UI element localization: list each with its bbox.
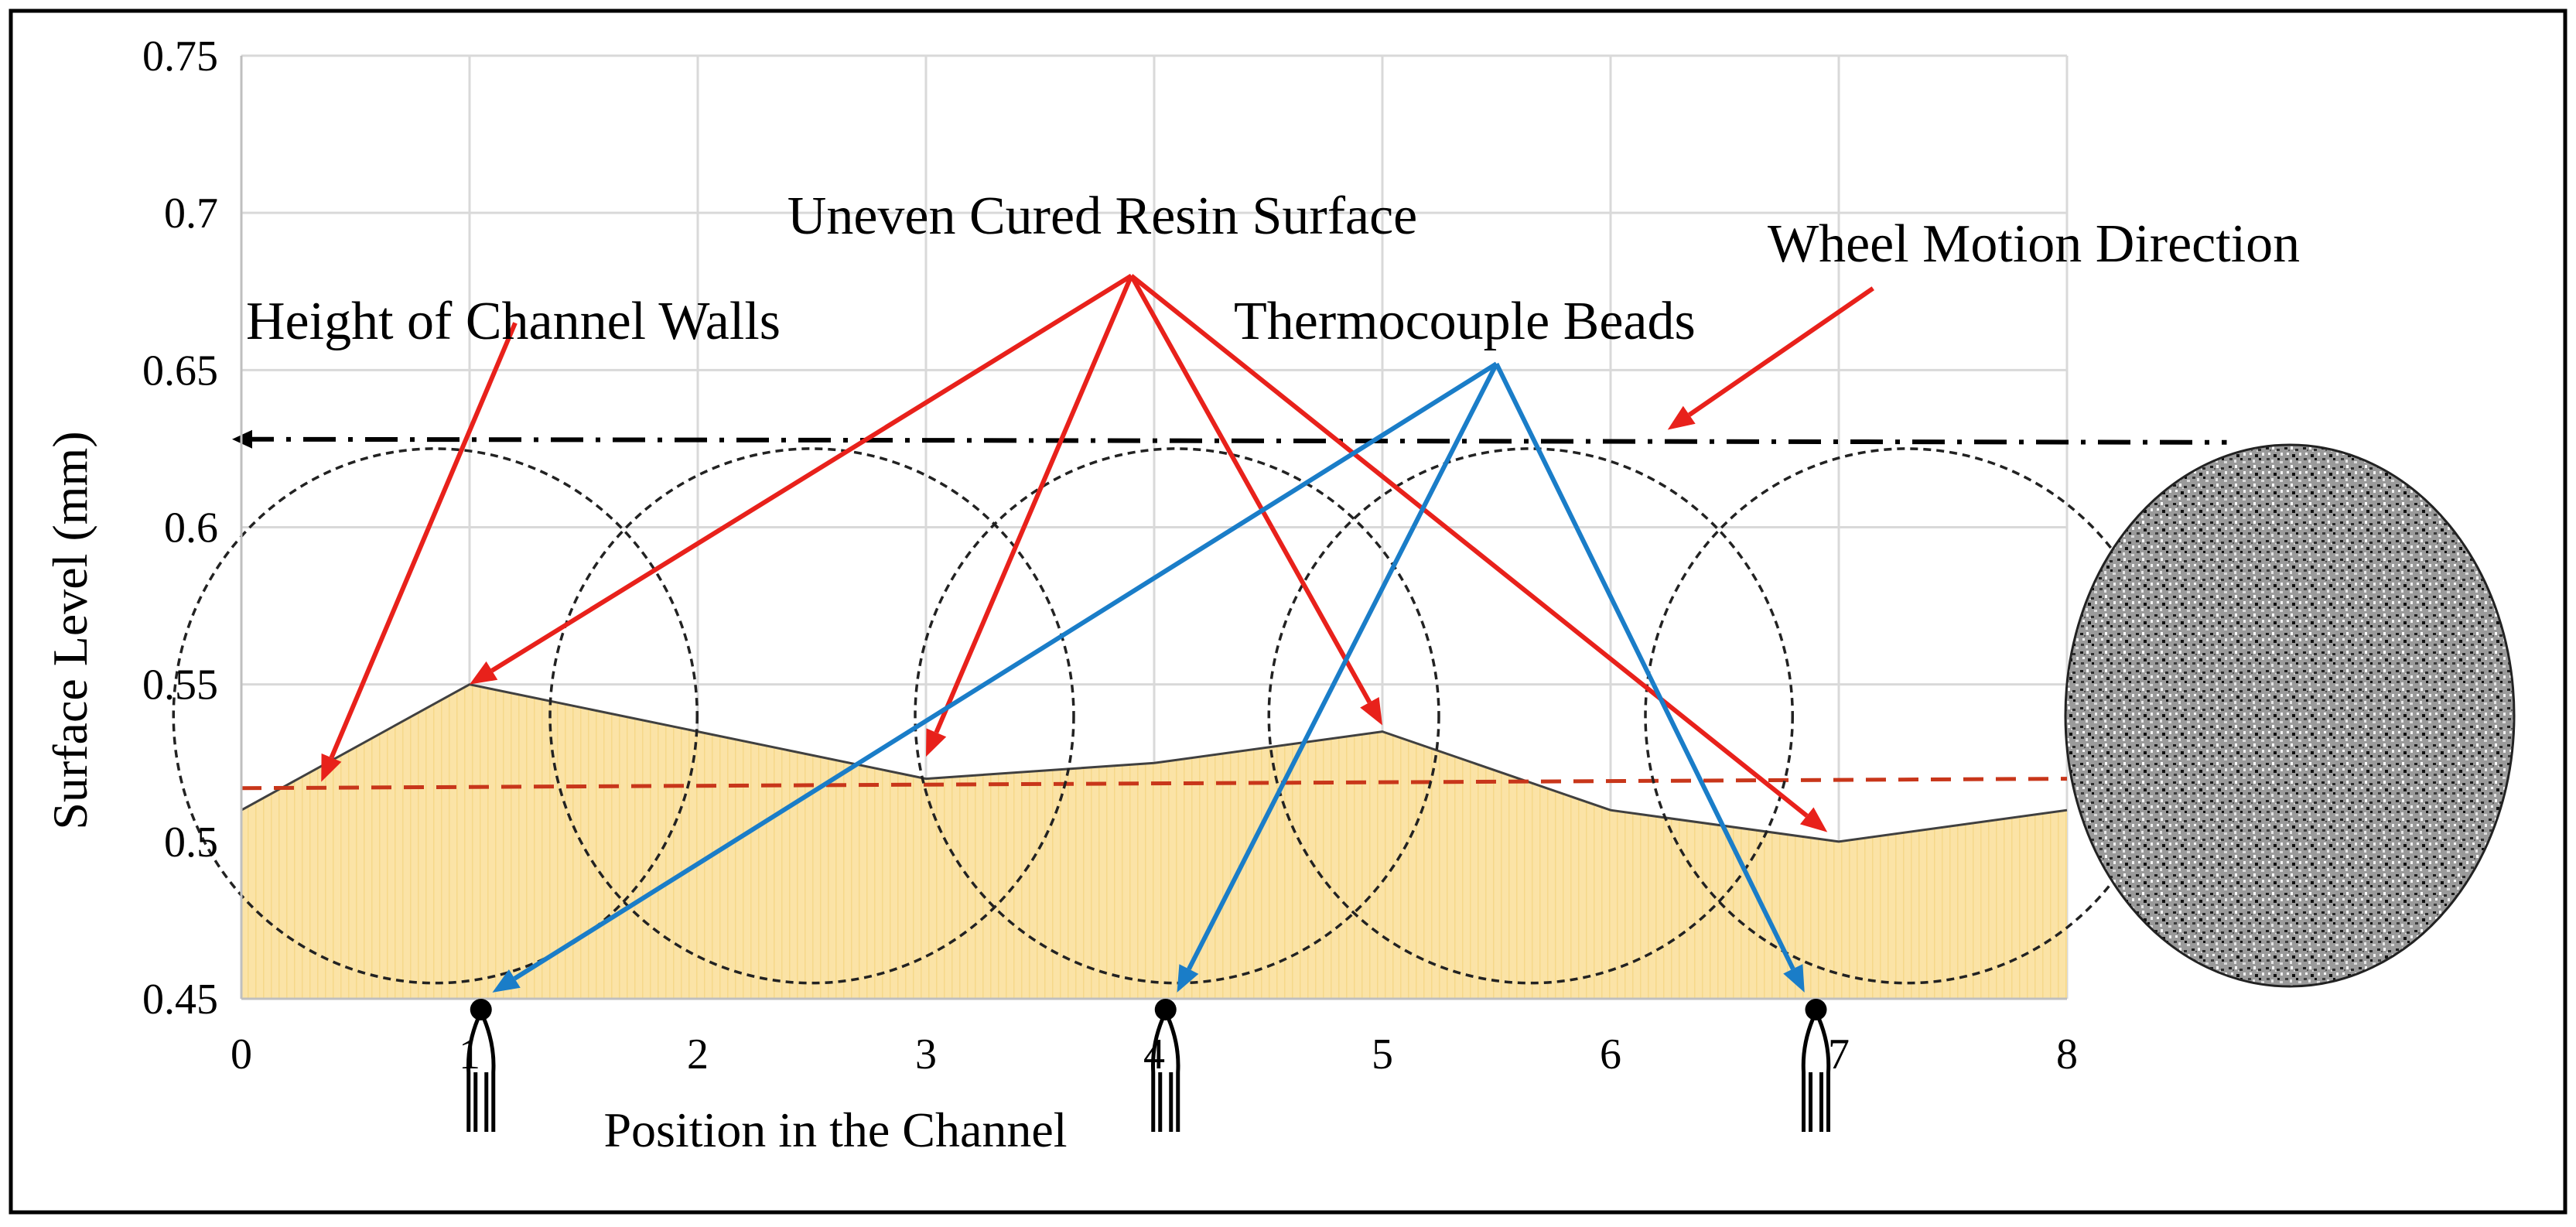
- thermocouple-bead-dot: [1154, 999, 1177, 1020]
- annotation-label: Height of Channel Walls: [246, 292, 781, 351]
- x-tick-label: 7: [1828, 1030, 1850, 1078]
- y-tick-label: 0.45: [142, 976, 218, 1024]
- annotation-arrow: [1129, 274, 1372, 704]
- thermocouple-wire-right: [1817, 1018, 1831, 1132]
- thermocouple-layer: [466, 999, 1831, 1132]
- annotation-arrow: [490, 273, 1133, 673]
- wheel-motion-line: [241, 436, 2227, 445]
- thermocouple-wire-left: [1151, 1018, 1165, 1132]
- y-tick-label: 0.65: [142, 347, 218, 395]
- thermocouple-bead-dot: [1805, 999, 1827, 1020]
- y-tick-label: 0.7: [164, 190, 218, 238]
- wheel-solid: [2064, 443, 2516, 988]
- wheel-circle: [172, 447, 699, 985]
- thermocouple-bead: [466, 999, 496, 1132]
- axes: [240, 56, 2067, 1000]
- annotation-label: Thermocouple Beads: [1234, 292, 1696, 351]
- annotation-arrow: [1494, 362, 1795, 970]
- thermocouple-wire-right: [1167, 1018, 1180, 1132]
- thermocouple-wire-left: [466, 1018, 480, 1132]
- annotation-arrow: [1688, 286, 1874, 417]
- x-tick-label: 8: [2056, 1030, 2078, 1078]
- channel-wall-height-line: [241, 777, 2068, 791]
- annotation-arrow: [1187, 362, 1499, 970]
- thermocouple-bead: [1801, 999, 1831, 1132]
- annotation-label: Uneven Cured Resin Surface: [787, 186, 1417, 246]
- annotation-arrowhead: [470, 661, 498, 685]
- resin-surface-line: [241, 683, 2068, 843]
- y-tick-label: 0.55: [142, 661, 218, 709]
- thermocouple-wire-right: [482, 1018, 496, 1132]
- x-tick-label: 2: [687, 1030, 709, 1078]
- x-tick-label: 5: [1372, 1030, 1393, 1078]
- tick-labels: 0.450.50.550.60.650.70.750 1 2 3 4 5 6 7 8: [142, 32, 2078, 1078]
- thermocouple-bead: [1151, 999, 1180, 1132]
- annotation-arrowhead: [1177, 964, 1199, 993]
- x-tick-label: 0: [231, 1030, 252, 1078]
- annotation-arrowhead: [1667, 405, 1696, 430]
- figure-border: [9, 9, 2567, 1215]
- wheel-circle: [914, 447, 1440, 985]
- annotation-arrow: [513, 361, 1498, 981]
- x-axis-title: Position in the Channel: [603, 1102, 1067, 1157]
- thermocouple-bead-dot: [470, 999, 492, 1020]
- y-tick-label: 0.5: [164, 819, 218, 866]
- y-tick-label: 0.6: [164, 504, 218, 552]
- line-layer: [232, 429, 2227, 843]
- annotation-arrowhead: [492, 969, 521, 993]
- thermocouple-wire-left: [1801, 1018, 1815, 1132]
- annotation-arrow: [934, 275, 1134, 734]
- wheel-layer: [172, 443, 2516, 988]
- x-tick-label: 6: [1600, 1030, 1621, 1078]
- annotation-arrowhead: [926, 728, 947, 757]
- wheel-circle: [548, 447, 1075, 985]
- y-axis-title: Surface Level (mm): [43, 431, 97, 829]
- resin-surface-area: [241, 684, 2067, 999]
- annotation-arrow: [1129, 274, 1809, 818]
- x-tick-label: 3: [915, 1030, 937, 1078]
- annotation-arrowhead: [1360, 696, 1382, 726]
- wheel-circle: [1267, 447, 1794, 985]
- annotation-arrowhead: [1799, 807, 1828, 832]
- annotation-arrow: [329, 322, 518, 759]
- annotation-arrowhead: [321, 753, 342, 782]
- y-tick-label: 0.75: [142, 32, 218, 80]
- annotation-arrowhead: [1783, 964, 1805, 993]
- annotation-label: Wheel Motion Direction: [1768, 214, 2300, 274]
- area-layer: [241, 684, 2067, 999]
